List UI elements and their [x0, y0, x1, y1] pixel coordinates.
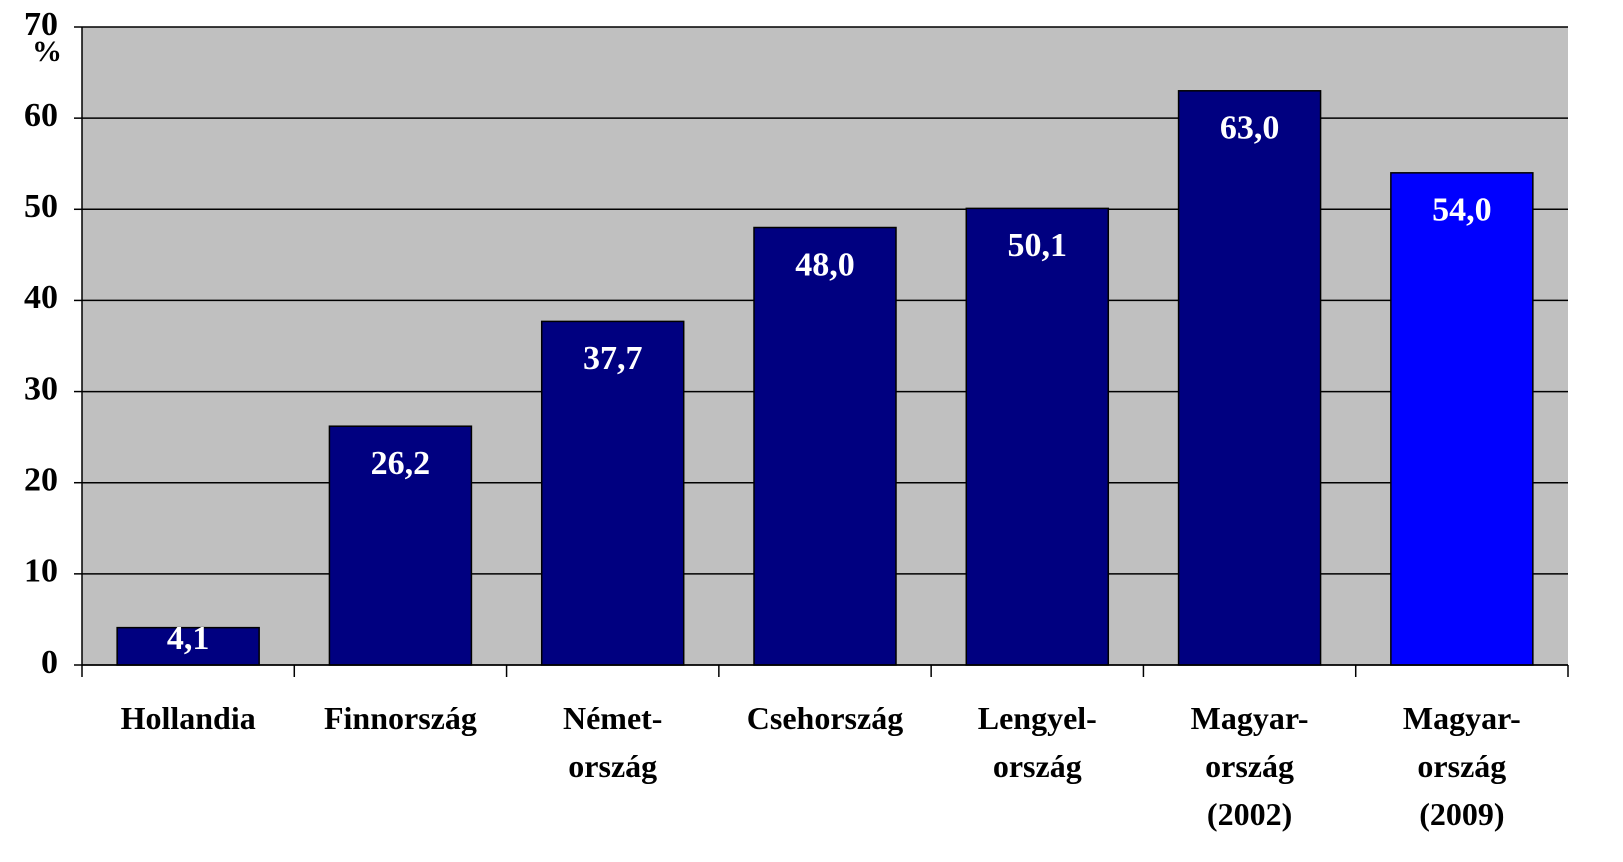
x-tick-label: Finnország	[324, 700, 477, 736]
bar	[116, 626, 260, 666]
y-tick-label: 70	[24, 6, 58, 43]
x-tick-label: Csehország	[747, 700, 903, 736]
y-tick-label: 20	[24, 462, 58, 499]
value-label: 50,1	[1008, 227, 1068, 264]
value-label: 26,2	[371, 445, 431, 482]
y-tick-label: 40	[24, 279, 58, 316]
y-tick-label: 10	[24, 553, 58, 590]
x-tick-label: Magyar-ország (2009)	[1403, 700, 1521, 832]
bar	[965, 207, 1110, 666]
value-label: 63,0	[1220, 110, 1280, 147]
bar	[1390, 172, 1534, 666]
value-label: 54,0	[1432, 192, 1492, 229]
value-label: 4,1	[167, 620, 210, 657]
x-tick-label: Hollandia	[121, 700, 256, 736]
value-label: 37,7	[583, 340, 643, 377]
x-tick-label: Lengyel-ország	[978, 700, 1097, 784]
bar	[753, 226, 897, 666]
x-tick-label: Német-ország	[563, 700, 662, 784]
x-tick-label: Magyar-ország (2002)	[1191, 700, 1309, 832]
value-label: 48,0	[795, 246, 855, 283]
bar	[1177, 90, 1322, 666]
y-tick-label: 50	[24, 188, 58, 225]
y-tick-label: 30	[24, 370, 58, 407]
bar	[328, 425, 473, 666]
bar	[540, 320, 685, 666]
y-tick-label: 0	[41, 644, 58, 681]
y-axis-label: %	[32, 35, 62, 68]
y-tick-label: 60	[24, 97, 58, 134]
